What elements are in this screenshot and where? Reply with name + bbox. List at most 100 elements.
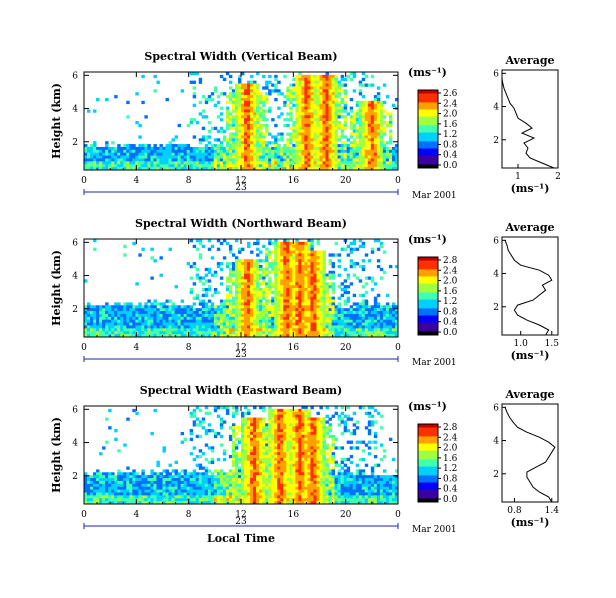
- heatmap-cell: [292, 167, 296, 171]
- heatmap-cell: [253, 296, 257, 300]
- heatmap-cell: [171, 328, 175, 332]
- heatmap-cell: [162, 486, 166, 490]
- heatmap-cell: [361, 123, 366, 128]
- colorbar-swatch: [418, 296, 438, 299]
- heatmap-cell: [195, 247, 200, 251]
- heatmap-cell: [388, 135, 393, 139]
- heatmap-cell: [256, 276, 260, 280]
- heatmap-cell: [228, 123, 233, 128]
- heatmap-cell: [216, 308, 221, 312]
- heatmap-cell: [150, 325, 154, 329]
- heatmap-cell: [180, 146, 185, 151]
- heatmap-cell: [225, 146, 230, 151]
- heatmap-cell: [210, 334, 215, 338]
- heatmap-cell: [361, 285, 366, 289]
- heatmap-cell: [228, 270, 233, 274]
- heatmap-cell: [259, 288, 263, 292]
- heatmap-cell: [228, 472, 233, 476]
- heatmap-cell: [394, 161, 399, 165]
- heatmap-cell: [201, 146, 206, 151]
- heatmap-cell: [340, 100, 345, 105]
- heatmap-cell: [370, 106, 375, 110]
- heatmap-cell: [241, 313, 245, 318]
- heatmap-cell: [174, 469, 178, 473]
- heatmap-cell: [331, 311, 335, 315]
- heatmap-cell: [84, 152, 88, 156]
- heatmap-cell: [241, 414, 245, 418]
- colorbar-swatch: [418, 160, 438, 164]
- heatmap-cell: [225, 149, 230, 154]
- heatmap-cell: [210, 486, 215, 490]
- heatmap-cell: [322, 126, 326, 131]
- heatmap-cell: [213, 328, 218, 332]
- heatmap-cell: [183, 308, 188, 312]
- heatmap-cell: [331, 158, 335, 162]
- heatmap-cell: [319, 285, 323, 289]
- heatmap-cell: [319, 89, 323, 93]
- heatmap-cell: [192, 492, 197, 496]
- heatmap-cell: [247, 276, 251, 280]
- heatmap-cell: [162, 334, 166, 338]
- heatmap-cell: [198, 279, 203, 283]
- heatmap-cell: [250, 152, 254, 156]
- heatmap-cell: [126, 167, 130, 171]
- heatmap-cell: [204, 322, 209, 326]
- heatmap-cell: [108, 149, 112, 154]
- heatmap-cell: [225, 305, 230, 309]
- heatmap-cell: [192, 472, 197, 476]
- heatmap-cell: [277, 89, 281, 93]
- heatmap-cell: [310, 89, 314, 93]
- heatmap-cell: [259, 100, 263, 105]
- heatmap-cell: [156, 489, 160, 493]
- heatmap-cell: [346, 149, 351, 154]
- heatmap-cell: [171, 149, 175, 154]
- heatmap-cell: [310, 100, 314, 105]
- heatmap-cell: [108, 322, 112, 326]
- heatmap-cell: [234, 83, 239, 87]
- heatmap-cell: [319, 290, 323, 295]
- heatmap-cell: [186, 478, 191, 482]
- heatmap-cell: [274, 302, 278, 306]
- heatmap-cell: [183, 164, 188, 168]
- heatmap-cell: [310, 80, 314, 84]
- heatmap-cell: [307, 259, 311, 263]
- heatmap-cell: [216, 161, 221, 165]
- heatmap-cell: [144, 498, 148, 502]
- heatmap-cell: [138, 167, 142, 171]
- heatmap-cell: [237, 83, 242, 87]
- heatmap-cell: [334, 92, 339, 96]
- heatmap-cell: [117, 483, 121, 488]
- heatmap-cell: [343, 325, 348, 329]
- heatmap-cell: [159, 334, 163, 338]
- heatmap-cell: [99, 492, 103, 496]
- heatmap-cell: [99, 501, 103, 505]
- heatmap-cell: [201, 489, 206, 493]
- heatmap-cell: [319, 253, 323, 257]
- heatmap-cell: [244, 158, 248, 162]
- heatmap-cell: [361, 118, 366, 122]
- heatmap-cell: [234, 144, 239, 148]
- heatmap-cell: [292, 267, 296, 272]
- heatmap-cell: [219, 152, 224, 156]
- heatmap-cell: [102, 316, 106, 321]
- heatmap-cell: [283, 270, 287, 274]
- heatmap-cell: [307, 302, 311, 306]
- heatmap-cell: [394, 146, 399, 151]
- heatmap-cell: [271, 155, 275, 159]
- heatmap-cell: [141, 144, 145, 148]
- heatmap-cell: [358, 152, 363, 156]
- heatmap-cell: [343, 299, 348, 303]
- heatmap-cell: [322, 273, 326, 277]
- heatmap-cell: [328, 296, 332, 300]
- heatmap-cell: [259, 331, 263, 335]
- heatmap-cell: [150, 152, 154, 156]
- heatmap-cell: [328, 302, 332, 306]
- heatmap-cell: [117, 316, 121, 321]
- heatmap-cell: [325, 72, 329, 76]
- heatmap-cell: [361, 141, 366, 145]
- heatmap-cell: [301, 282, 305, 286]
- heatmap-cell: [174, 334, 178, 338]
- heatmap-cell: [310, 118, 314, 122]
- heatmap-cell: [391, 161, 396, 165]
- heatmap-cell: [358, 313, 363, 318]
